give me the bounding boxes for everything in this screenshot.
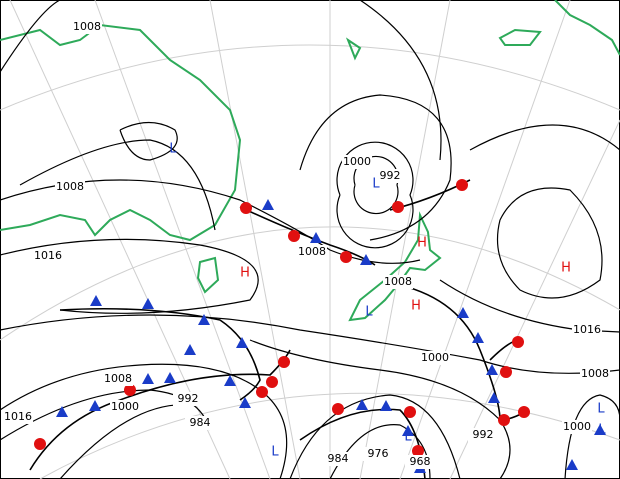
cold-front-triangle	[566, 459, 578, 470]
cold-front-triangle	[594, 424, 606, 435]
cold-front-triangle	[488, 392, 500, 403]
isobar-label-bg	[323, 452, 353, 466]
cold-front-triangle	[89, 400, 101, 411]
isobar-label-bg	[383, 275, 413, 289]
cold-front-triangle	[310, 232, 322, 243]
warm-front-semicircle	[240, 202, 252, 214]
isobar-label-bg	[297, 245, 327, 259]
cold-front-triangle	[472, 332, 484, 343]
warm-front-semicircle	[332, 403, 344, 415]
pressure-center: L	[597, 402, 605, 417]
cold-front-triangle	[224, 375, 236, 386]
isobar-label: 1016	[4, 410, 32, 423]
isobar-label: 984	[328, 452, 349, 465]
isobar-label: 984	[190, 416, 211, 429]
isobar-label-bg	[185, 416, 215, 430]
isobar-label-bg	[110, 400, 140, 414]
pressure-center: H	[240, 266, 250, 281]
pressure-center: L	[404, 430, 412, 445]
cold-front-triangle	[236, 337, 248, 348]
isobar-label: 1008	[298, 245, 326, 258]
cold-front-triangle	[486, 364, 498, 375]
warm-front-semicircle	[392, 201, 404, 213]
fronts	[29, 179, 606, 479]
isobar-label: 992	[178, 392, 199, 405]
isobar-label-bg	[173, 392, 203, 406]
warm-front-semicircle	[256, 386, 268, 398]
isobar-label-bg	[405, 455, 435, 469]
warm-front-semicircle	[404, 406, 416, 418]
cold-front-triangle	[90, 295, 102, 306]
cold-front-triangle	[56, 406, 68, 417]
pressure-center: L	[271, 445, 279, 460]
isobar-label-bg	[72, 20, 102, 34]
isobar-label-bg	[103, 372, 133, 386]
isobar-label: 968	[410, 455, 431, 468]
warm-front-semicircle	[518, 406, 530, 418]
cold-front-triangle	[198, 314, 210, 325]
isobar-label-bg	[420, 351, 450, 365]
pressure-center: H	[417, 236, 427, 251]
isobar-label-bg	[33, 249, 63, 263]
cold-front-triangle	[402, 425, 414, 436]
pressure-center: L	[372, 177, 380, 192]
isobar-label: 1008	[73, 20, 101, 33]
isobar-label: 1008	[104, 372, 132, 385]
isobar-label-bg	[375, 169, 405, 183]
map-labels: 1008 1000 992 1008 1016 1008 1008 1016 1000 1008 1…	[3, 20, 610, 469]
warm-front-semicircle	[34, 438, 46, 450]
cold-front-triangle	[184, 344, 196, 355]
cold-front-triangle	[356, 399, 368, 410]
isobar-label-bg	[468, 428, 498, 442]
warm-front-semicircle	[498, 414, 510, 426]
warm-front-semicircle	[456, 179, 468, 191]
isobar-label: 1000	[111, 400, 139, 413]
cold-front-triangle	[164, 372, 176, 383]
isobar-label: 992	[473, 428, 494, 441]
cold-front-triangle	[380, 400, 392, 411]
warm-front-semicircle	[500, 366, 512, 378]
isobar-label: 1008	[384, 275, 412, 288]
isobar-label: 1000	[343, 155, 371, 168]
cold-front-triangle	[457, 307, 469, 318]
isobar-label: 976	[368, 447, 389, 460]
warm-front-semicircle	[340, 251, 352, 263]
cold-front-triangle	[360, 254, 372, 265]
cold-front-triangle	[142, 373, 154, 384]
isobar-label: 1008	[56, 180, 84, 193]
pressure-center: L	[598, 423, 606, 438]
cold-front-triangle	[239, 397, 251, 408]
isobar-label: 1008	[581, 367, 609, 380]
isobar-label: 1000	[421, 351, 449, 364]
isobar-label: 1016	[34, 249, 62, 262]
isobar-label-bg	[562, 420, 592, 434]
isobar-label: 992	[380, 169, 401, 182]
isobar-label: 1000	[563, 420, 591, 433]
isobar-label-bg	[3, 410, 33, 424]
isobar-label-bg	[572, 323, 602, 337]
cold-front-triangle	[142, 298, 154, 309]
isobar-label-bg	[342, 155, 372, 169]
warm-front-semicircle	[512, 336, 524, 348]
pressure-center: H	[411, 299, 421, 314]
pressure-center: L	[169, 142, 177, 157]
warm-front-semicircle	[124, 384, 136, 396]
warm-front-semicircle	[266, 376, 278, 388]
cold-front-triangle	[262, 199, 274, 210]
pressure-center: L	[365, 305, 373, 320]
warm-front-semicircle	[412, 445, 424, 457]
isobar-label-bg	[363, 447, 393, 461]
isobar-label: 1016	[573, 323, 601, 336]
warm-front-semicircle	[288, 230, 300, 242]
pressure-center: H	[561, 261, 571, 276]
warm-front-semicircle	[278, 356, 290, 368]
isobar-label-bg	[580, 367, 610, 381]
isobar-label-bg	[55, 180, 85, 194]
